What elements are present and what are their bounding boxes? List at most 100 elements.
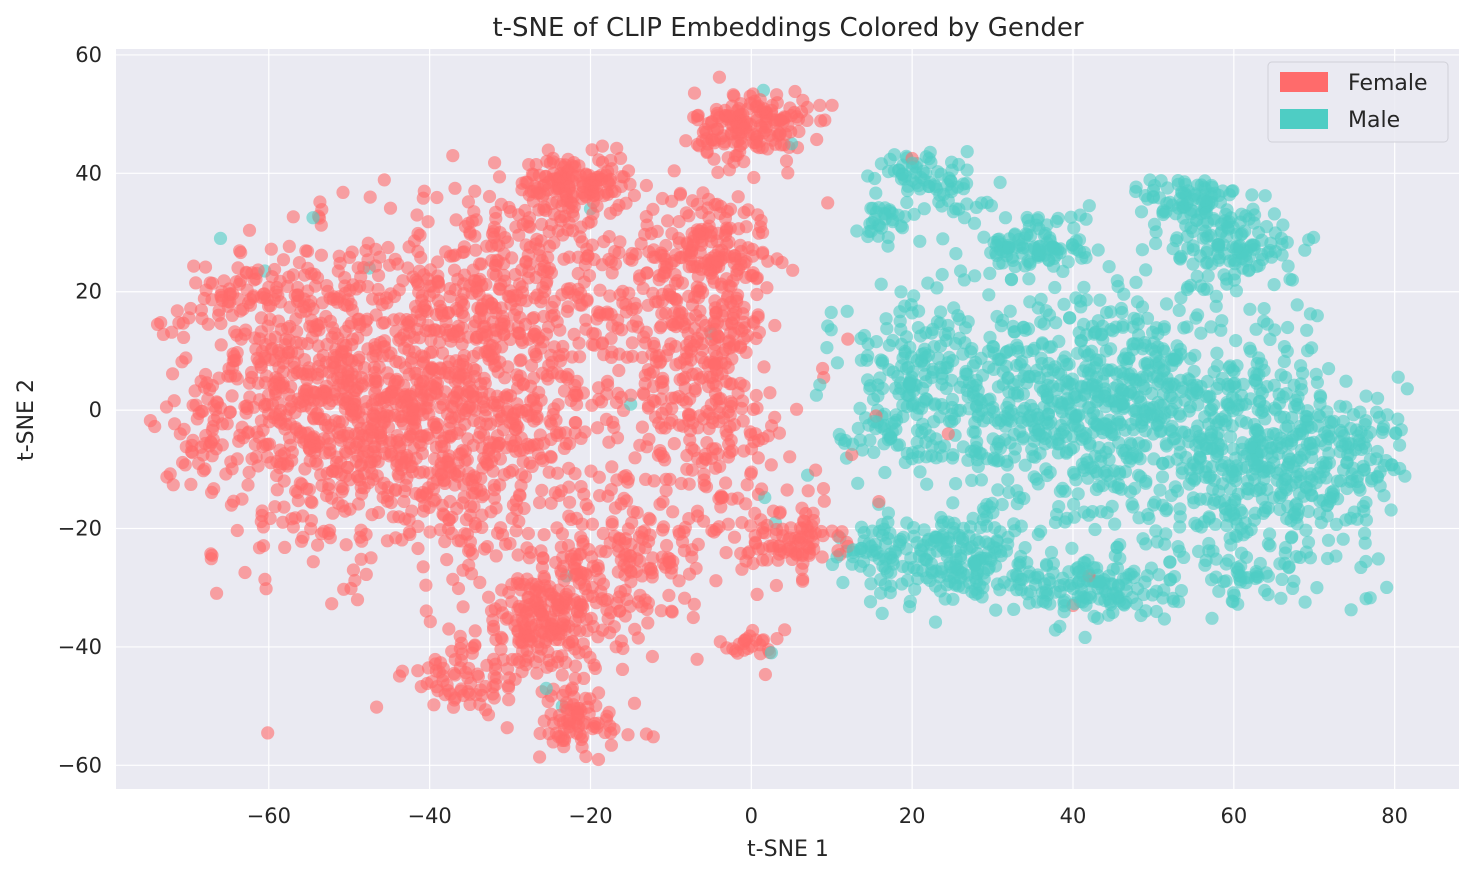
point-male [1218, 494, 1232, 508]
point-female [818, 113, 832, 127]
point-male [869, 186, 883, 200]
point-female [276, 515, 290, 529]
point-female [396, 274, 410, 288]
point-female [678, 591, 692, 605]
point-female [624, 537, 638, 552]
point-male [1199, 206, 1213, 220]
point-female [580, 624, 594, 638]
point-male [1000, 458, 1014, 472]
point-male [1294, 467, 1308, 481]
point-male [1205, 402, 1219, 416]
point-female [720, 272, 734, 286]
point-female [313, 195, 327, 209]
point-male [989, 541, 1003, 555]
point-male [1182, 477, 1196, 491]
point-female [170, 304, 184, 318]
point-female [640, 440, 654, 454]
point-male [1212, 238, 1226, 252]
point-male [1187, 188, 1201, 202]
point-male [1243, 341, 1257, 355]
point-female [747, 170, 761, 185]
point-male [1163, 555, 1177, 569]
point-female [299, 244, 313, 258]
point-male [1173, 251, 1187, 265]
point-male [956, 347, 970, 361]
point-male [1393, 438, 1407, 452]
point-female [707, 525, 721, 539]
point-male [1257, 302, 1271, 316]
point-male [1104, 322, 1118, 337]
point-male [935, 267, 949, 282]
point-female [486, 613, 500, 627]
point-female [433, 299, 447, 313]
point-male [913, 234, 927, 248]
point-male [1138, 575, 1152, 589]
point-female [366, 292, 380, 306]
point-female [338, 504, 352, 518]
point-female [519, 255, 533, 269]
point-male [1274, 591, 1288, 605]
point-female [568, 614, 583, 628]
point-female [719, 546, 733, 560]
point-female [713, 635, 727, 649]
point-male [1091, 243, 1105, 257]
point-female [438, 385, 452, 399]
point-male [1189, 311, 1203, 325]
point-male [1135, 300, 1150, 314]
point-female [644, 227, 659, 241]
point-female [620, 592, 634, 607]
point-male [1082, 199, 1096, 213]
point-female [513, 369, 528, 383]
point-female [522, 551, 536, 565]
point-female [600, 374, 615, 388]
point-female [590, 421, 605, 435]
point-male [984, 246, 998, 260]
point-female [617, 491, 631, 505]
point-male [980, 519, 994, 533]
point-female [564, 549, 578, 563]
point-female [345, 245, 359, 259]
point-male [877, 206, 891, 220]
point-male [937, 439, 952, 453]
point-male [1007, 602, 1021, 617]
point-female [258, 399, 272, 413]
point-male [1102, 260, 1116, 274]
point-male [1204, 320, 1218, 334]
point-male [882, 338, 896, 352]
point-female [641, 616, 655, 630]
point-female [739, 220, 753, 234]
point-female [224, 455, 238, 469]
point-female [351, 497, 366, 511]
point-male [969, 200, 984, 214]
point-female [665, 605, 679, 619]
point-male [1282, 560, 1296, 574]
point-male [1259, 500, 1273, 514]
point-female [632, 530, 647, 544]
point-male [1200, 282, 1214, 296]
point-female [228, 325, 242, 339]
point-male [928, 397, 942, 411]
point-male [1239, 416, 1253, 430]
point-female [482, 590, 496, 604]
point-male [1052, 437, 1066, 451]
point-female [492, 170, 507, 184]
point-female [533, 750, 547, 764]
point-female [706, 355, 721, 369]
point-male [917, 523, 931, 537]
point-male [1226, 184, 1240, 198]
point-male [854, 559, 868, 573]
point-female [288, 405, 302, 420]
point-male [903, 594, 917, 609]
point-female [493, 436, 507, 450]
point-female [383, 201, 398, 215]
point-female [467, 469, 481, 483]
point-female [374, 481, 388, 495]
point-male [867, 445, 881, 459]
point-male [1280, 235, 1294, 249]
point-female [652, 269, 666, 283]
point-female [393, 440, 407, 454]
point-female [282, 239, 296, 253]
point-female [589, 596, 603, 610]
point-male [824, 305, 838, 319]
